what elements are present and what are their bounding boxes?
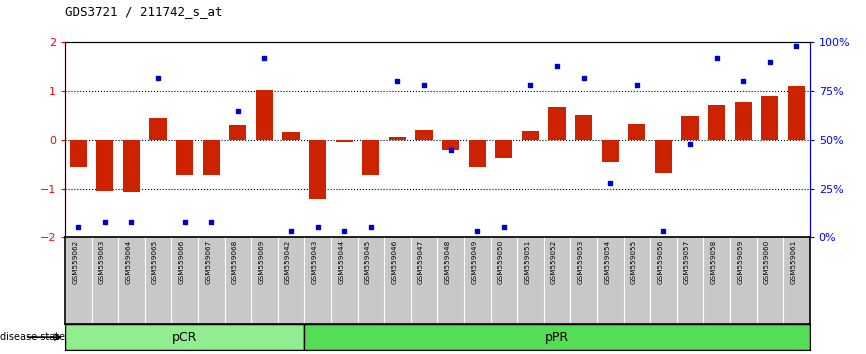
Text: GSM559062: GSM559062 <box>72 240 78 284</box>
Bar <box>229 125 247 140</box>
Bar <box>389 137 406 140</box>
Text: GSM559045: GSM559045 <box>365 240 371 284</box>
Bar <box>469 140 486 167</box>
Text: GSM559057: GSM559057 <box>684 240 690 284</box>
Text: GSM559058: GSM559058 <box>711 240 716 284</box>
Bar <box>96 140 113 191</box>
Text: GSM559061: GSM559061 <box>791 240 797 284</box>
Text: GSM559048: GSM559048 <box>444 240 450 284</box>
Bar <box>788 86 805 140</box>
Bar <box>176 140 193 175</box>
Text: GSM559059: GSM559059 <box>737 240 743 284</box>
Text: pPR: pPR <box>545 331 569 344</box>
Text: GSM559054: GSM559054 <box>604 240 611 284</box>
Bar <box>65 324 304 350</box>
Bar <box>69 140 87 167</box>
Bar <box>655 140 672 173</box>
Text: GSM559046: GSM559046 <box>391 240 397 284</box>
Text: GSM559053: GSM559053 <box>578 240 584 284</box>
Bar <box>336 140 352 142</box>
Text: GSM559069: GSM559069 <box>258 240 264 284</box>
Text: GSM559051: GSM559051 <box>525 240 530 284</box>
Bar <box>495 140 513 158</box>
Bar <box>548 107 565 140</box>
Bar <box>203 140 220 175</box>
Text: GSM559052: GSM559052 <box>551 240 557 284</box>
Bar <box>309 140 326 199</box>
Text: GSM559042: GSM559042 <box>285 240 291 284</box>
Text: GSM559060: GSM559060 <box>764 240 770 284</box>
Text: pCR: pCR <box>172 331 197 344</box>
Text: GSM559064: GSM559064 <box>126 240 132 284</box>
Bar <box>602 140 619 162</box>
Bar <box>442 140 459 149</box>
Bar <box>708 105 725 140</box>
Text: GSM559068: GSM559068 <box>232 240 238 284</box>
Bar <box>682 116 699 140</box>
Bar <box>282 132 300 140</box>
Bar <box>416 130 433 140</box>
Bar <box>304 324 810 350</box>
Text: GSM559055: GSM559055 <box>630 240 637 284</box>
Bar <box>734 102 752 140</box>
Text: GSM559067: GSM559067 <box>205 240 211 284</box>
Bar <box>255 90 273 140</box>
Bar <box>123 140 140 193</box>
Text: GSM559056: GSM559056 <box>657 240 663 284</box>
Bar <box>575 115 592 140</box>
Text: GSM559049: GSM559049 <box>471 240 477 284</box>
Bar <box>761 96 779 140</box>
Bar <box>522 131 539 140</box>
Bar <box>150 118 166 140</box>
Bar <box>628 124 645 140</box>
Text: GSM559066: GSM559066 <box>178 240 184 284</box>
Text: GSM559047: GSM559047 <box>418 240 424 284</box>
Text: disease state: disease state <box>0 332 65 342</box>
Text: GSM559043: GSM559043 <box>312 240 318 284</box>
Text: GSM559063: GSM559063 <box>99 240 105 284</box>
Text: GSM559065: GSM559065 <box>152 240 158 284</box>
Bar <box>362 140 379 175</box>
Text: GSM559050: GSM559050 <box>498 240 504 284</box>
Text: GSM559044: GSM559044 <box>339 240 345 284</box>
Text: GDS3721 / 211742_s_at: GDS3721 / 211742_s_at <box>65 5 223 18</box>
